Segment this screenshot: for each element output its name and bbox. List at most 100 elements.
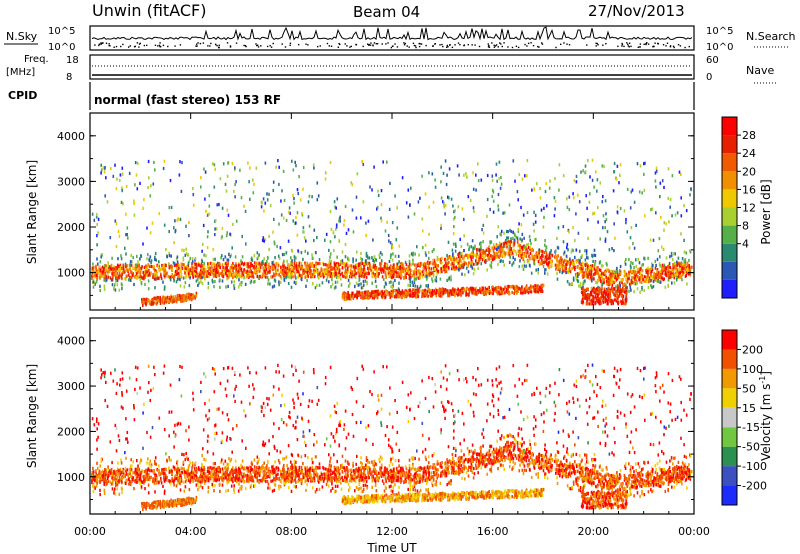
power-cell — [167, 274, 170, 279]
power-cell — [299, 265, 302, 269]
power-cell — [192, 275, 194, 279]
power-cell — [452, 252, 454, 256]
power-cell — [599, 288, 602, 292]
power-cell — [189, 276, 191, 280]
nsearch-dot — [454, 44, 456, 46]
power-cell — [209, 269, 212, 274]
power-cell — [349, 271, 352, 275]
power-cell — [635, 276, 638, 280]
power-cell — [528, 246, 530, 250]
power-cell — [213, 285, 215, 289]
power-cell — [399, 264, 402, 268]
power-cell — [541, 249, 544, 254]
power-cell — [446, 262, 449, 266]
power-cell — [295, 267, 298, 271]
power-cell — [613, 249, 615, 253]
power-cell — [283, 268, 285, 272]
power-cell — [202, 223, 205, 228]
power-cell — [577, 265, 579, 269]
power-cell — [97, 271, 99, 275]
power-cell — [605, 292, 607, 296]
power-cell — [119, 263, 122, 267]
power-cell — [681, 278, 683, 282]
power-cell — [686, 264, 689, 268]
power-cell — [539, 285, 541, 289]
power-cell — [238, 274, 241, 279]
power-cell — [668, 273, 670, 277]
power-cell — [380, 216, 382, 220]
power-cell — [289, 263, 291, 267]
power-cell — [431, 288, 434, 293]
nsearch-dot — [515, 45, 518, 48]
power-cell — [569, 261, 572, 265]
power-cell — [271, 285, 274, 289]
power-cell — [339, 219, 341, 223]
power-cell — [558, 188, 560, 192]
power-cell — [526, 288, 529, 292]
power-cell — [146, 273, 148, 277]
power-cell — [434, 262, 437, 266]
power-cell — [192, 293, 195, 297]
power-cell — [541, 258, 543, 262]
power-cell — [601, 294, 603, 298]
power-cell — [513, 232, 516, 236]
power-cell — [506, 285, 509, 289]
power-cell — [163, 273, 165, 277]
power-cell — [438, 293, 440, 297]
power-cell — [533, 286, 535, 290]
power-cell — [411, 274, 414, 278]
power-cell — [497, 247, 500, 251]
power-cell — [374, 290, 376, 294]
power-cell — [343, 271, 346, 275]
power-cell — [241, 255, 244, 259]
power-cell — [154, 277, 157, 281]
power-cell — [500, 244, 502, 248]
power-cell — [587, 159, 589, 163]
power-cell — [644, 214, 646, 218]
power-cell — [369, 185, 371, 189]
power-cell — [339, 273, 342, 277]
power-cell — [390, 280, 392, 284]
power-cell — [510, 229, 512, 234]
power-cell — [277, 254, 280, 258]
power-cell — [689, 269, 692, 273]
power-cell — [352, 260, 354, 264]
power-cell — [338, 266, 340, 270]
power-cell — [157, 276, 160, 281]
power-cell — [606, 277, 609, 281]
power-cell — [448, 260, 450, 264]
power-cell — [480, 262, 483, 266]
power-cell — [593, 253, 595, 257]
power-cell — [300, 251, 303, 255]
power-cell — [220, 256, 222, 260]
power-cell — [295, 256, 297, 260]
power-cell — [372, 265, 375, 269]
power-cell — [385, 274, 387, 278]
power-cell — [587, 268, 590, 272]
power-cell — [101, 270, 104, 274]
power-cell — [658, 262, 661, 266]
power-cell — [279, 280, 282, 284]
power-cell — [349, 274, 352, 278]
power-cell — [584, 273, 586, 277]
power-cell — [118, 275, 120, 279]
power-cell — [207, 270, 209, 274]
power-cell — [380, 294, 383, 298]
power-cell — [398, 275, 401, 279]
power-cell — [479, 247, 482, 251]
power-cell — [333, 267, 336, 271]
nsearch-dot — [337, 46, 340, 48]
power-cell — [675, 269, 677, 273]
power-cell — [375, 290, 378, 294]
power-cell — [636, 267, 639, 271]
power-cell — [486, 288, 488, 292]
power-cell — [166, 271, 168, 275]
power-cell — [372, 293, 375, 297]
power-cell — [618, 287, 620, 291]
power-cell — [98, 265, 101, 269]
power-cell — [674, 273, 677, 277]
power-cell — [503, 241, 506, 246]
power-cell — [431, 277, 433, 281]
power-cell — [296, 270, 298, 274]
power-cell — [492, 292, 494, 296]
